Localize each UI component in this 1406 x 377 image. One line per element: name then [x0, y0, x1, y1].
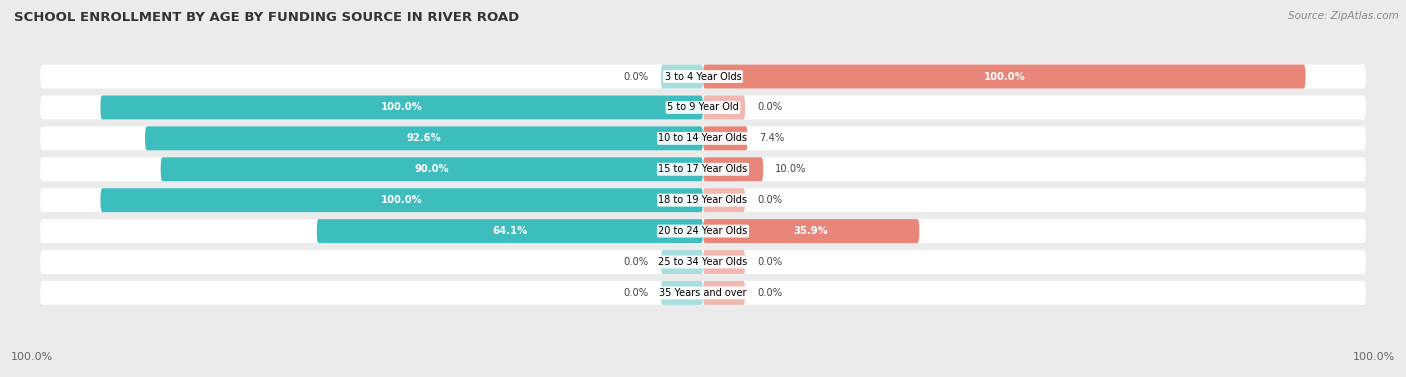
FancyBboxPatch shape [703, 281, 745, 305]
FancyBboxPatch shape [100, 188, 703, 212]
FancyBboxPatch shape [661, 281, 703, 305]
Text: 0.0%: 0.0% [624, 72, 648, 81]
Text: 3 to 4 Year Olds: 3 to 4 Year Olds [665, 72, 741, 81]
Text: 0.0%: 0.0% [624, 257, 648, 267]
Text: 15 to 17 Year Olds: 15 to 17 Year Olds [658, 164, 748, 174]
Text: 20 to 24 Year Olds: 20 to 24 Year Olds [658, 226, 748, 236]
Text: 92.6%: 92.6% [406, 133, 441, 143]
Text: 100.0%: 100.0% [1353, 352, 1395, 362]
FancyBboxPatch shape [41, 250, 1365, 274]
Text: 0.0%: 0.0% [758, 103, 782, 112]
FancyBboxPatch shape [703, 64, 1306, 89]
FancyBboxPatch shape [661, 64, 703, 89]
Text: 35.9%: 35.9% [794, 226, 828, 236]
Text: 0.0%: 0.0% [758, 195, 782, 205]
FancyBboxPatch shape [160, 157, 703, 181]
Text: 100.0%: 100.0% [11, 352, 53, 362]
FancyBboxPatch shape [41, 157, 1365, 181]
Text: 100.0%: 100.0% [983, 72, 1025, 81]
FancyBboxPatch shape [41, 281, 1365, 305]
FancyBboxPatch shape [41, 219, 1365, 243]
FancyBboxPatch shape [703, 250, 745, 274]
FancyBboxPatch shape [703, 126, 748, 150]
Text: 35 Years and over: 35 Years and over [659, 288, 747, 298]
Text: 0.0%: 0.0% [758, 288, 782, 298]
FancyBboxPatch shape [41, 126, 1365, 150]
Text: 64.1%: 64.1% [492, 226, 527, 236]
Text: SCHOOL ENROLLMENT BY AGE BY FUNDING SOURCE IN RIVER ROAD: SCHOOL ENROLLMENT BY AGE BY FUNDING SOUR… [14, 11, 519, 24]
FancyBboxPatch shape [41, 188, 1365, 212]
FancyBboxPatch shape [703, 95, 745, 120]
FancyBboxPatch shape [145, 126, 703, 150]
FancyBboxPatch shape [661, 250, 703, 274]
Text: 100.0%: 100.0% [381, 195, 423, 205]
Text: 100.0%: 100.0% [381, 103, 423, 112]
Text: 18 to 19 Year Olds: 18 to 19 Year Olds [658, 195, 748, 205]
Text: 0.0%: 0.0% [758, 257, 782, 267]
Text: 7.4%: 7.4% [759, 133, 785, 143]
Text: 10.0%: 10.0% [775, 164, 807, 174]
Text: 0.0%: 0.0% [624, 288, 648, 298]
FancyBboxPatch shape [703, 188, 745, 212]
Text: 10 to 14 Year Olds: 10 to 14 Year Olds [658, 133, 748, 143]
FancyBboxPatch shape [100, 95, 703, 120]
FancyBboxPatch shape [41, 95, 1365, 120]
Text: 25 to 34 Year Olds: 25 to 34 Year Olds [658, 257, 748, 267]
Text: 90.0%: 90.0% [415, 164, 449, 174]
FancyBboxPatch shape [703, 157, 763, 181]
Text: Source: ZipAtlas.com: Source: ZipAtlas.com [1288, 11, 1399, 21]
FancyBboxPatch shape [41, 64, 1365, 89]
FancyBboxPatch shape [703, 219, 920, 243]
FancyBboxPatch shape [316, 219, 703, 243]
Text: 5 to 9 Year Old: 5 to 9 Year Old [666, 103, 740, 112]
